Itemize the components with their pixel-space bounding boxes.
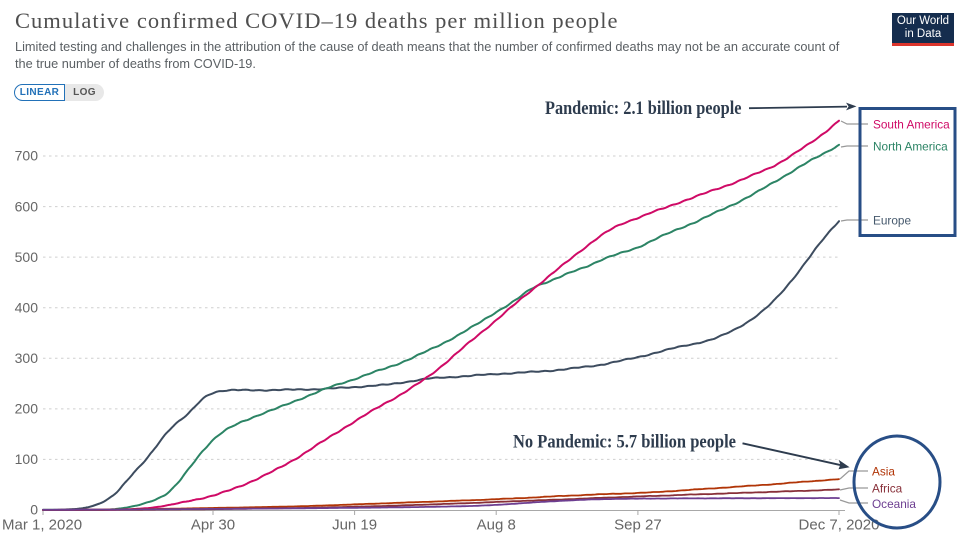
svg-text:Africa: Africa [872, 482, 903, 496]
svg-text:Europe: Europe [873, 214, 911, 228]
svg-text:600: 600 [15, 198, 39, 214]
svg-text:400: 400 [15, 299, 39, 315]
svg-text:Jun 19: Jun 19 [332, 517, 377, 534]
svg-text:No Pandemic: 5.7 billion peopl: No Pandemic: 5.7 billion people [513, 432, 736, 453]
svg-text:Sep 27: Sep 27 [614, 517, 662, 534]
svg-text:South America: South America [873, 118, 950, 132]
svg-text:700: 700 [15, 148, 39, 164]
svg-text:Pandemic: 2.1 billion people: Pandemic: 2.1 billion people [545, 98, 742, 119]
svg-text:300: 300 [15, 350, 39, 366]
svg-text:Dec 7, 2020: Dec 7, 2020 [799, 517, 880, 534]
svg-text:Aug 8: Aug 8 [477, 517, 516, 534]
svg-text:Asia: Asia [872, 465, 895, 479]
svg-text:500: 500 [15, 249, 39, 265]
svg-text:100: 100 [15, 451, 39, 467]
svg-text:Oceania: Oceania [872, 497, 916, 511]
svg-text:North America: North America [873, 140, 948, 154]
svg-text:0: 0 [30, 502, 38, 518]
svg-text:200: 200 [15, 401, 39, 417]
svg-text:Mar 1, 2020: Mar 1, 2020 [2, 517, 82, 534]
svg-text:Apr 30: Apr 30 [191, 517, 235, 534]
